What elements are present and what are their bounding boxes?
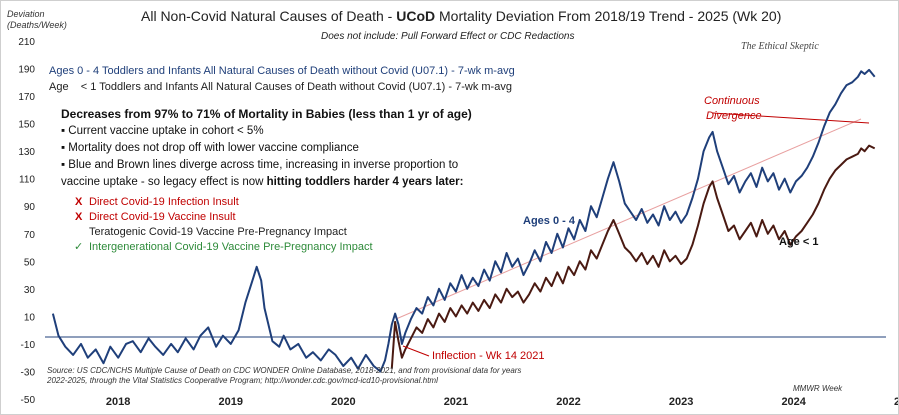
y-tick-label: 50 <box>24 257 36 268</box>
chart-subtitle: Does not include: Pull Forward Effect or… <box>321 31 574 42</box>
x-axis: 2018 2019 2020 2021 2022 2023 2024 2025 <box>106 396 898 408</box>
notes-item-2: Direct Covid-19 Vaccine Insult <box>89 211 236 223</box>
y-tick-label: -10 <box>21 340 36 351</box>
y-tick-label: 90 <box>24 202 36 213</box>
x-tick-label: 2021 <box>444 396 468 408</box>
x-tick-label: 2025 <box>894 396 898 408</box>
y-tick-label: 170 <box>18 92 35 103</box>
x-mark-1: X <box>75 196 83 208</box>
x-tick-label: 2024 <box>781 396 806 408</box>
y-axis-label-line2: (Deaths/Week) <box>7 20 67 30</box>
series-label-blue: Ages 0 - 4 <box>523 215 576 227</box>
series-line-ages-0-4 <box>51 68 876 373</box>
notes-item-3: Teratogenic Covid-19 Vaccine Pre-Pregnan… <box>89 226 347 238</box>
y-tick-label: -30 <box>21 367 36 378</box>
notes-bullet-1: ▪ Current vaccine uptake in cohort < 5% <box>61 125 264 137</box>
annotation-continuous: Continuous <box>704 95 760 107</box>
y-tick-label: 110 <box>19 175 35 186</box>
y-tick-label: 130 <box>18 147 35 158</box>
y-tick-label: 10 <box>24 312 36 323</box>
notes-item-1: Direct Covid-19 Infection Insult <box>89 196 239 208</box>
x-tick-label: 2019 <box>219 396 243 408</box>
notes-bullet-3: ▪ Blue and Brown lines diverge across ti… <box>61 159 458 171</box>
x-tick-label: 2018 <box>106 396 130 408</box>
x-mark-2: X <box>75 211 83 223</box>
x-tick-label: 2023 <box>669 396 693 408</box>
series-label-brown: Age < 1 <box>779 236 818 248</box>
check-icon: ✓ <box>74 241 83 253</box>
notes-heading: Decreases from 97% to 71% of Mortality i… <box>61 107 472 121</box>
notes-bullet-3b: vaccine uptake - so legacy effect is now… <box>61 176 463 188</box>
y-axis-label-line1: Deviation <box>7 9 45 19</box>
series-line-age-under-1 <box>390 144 876 369</box>
y-tick-label: 210 <box>18 37 35 48</box>
annotation-divergence: Divergence <box>706 110 762 122</box>
legend-blue: Ages 0 - 4 Toddlers and Infants All Natu… <box>49 65 515 77</box>
y-axis: 210 190 170 150 130 110 90 70 50 30 10 -10 -30 -50 <box>18 37 35 406</box>
trend-line <box>395 118 862 320</box>
divergence-line <box>712 112 870 124</box>
source-line-2: 2022-2025, through the Vital Statistics … <box>46 376 438 385</box>
source-line-1: Source: US CDC/NCHS Multiple Cause of De… <box>47 366 521 375</box>
notes-bullet-2: ▪ Mortality does not drop off with lower… <box>61 142 359 154</box>
y-tick-label: 150 <box>18 120 35 131</box>
legend-brown: Age < 1 Toddlers and Infants All Natural… <box>49 81 512 93</box>
chart-title: All Non-Covid Natural Causes of Death - … <box>141 8 781 24</box>
x-tick-label: 2022 <box>556 396 580 408</box>
x-tick-label: 2020 <box>331 396 355 408</box>
series-layer <box>51 68 876 373</box>
y-tick-label: -50 <box>21 395 36 406</box>
notes-item-4: Intergenerational Covid-19 Vaccine Pre-P… <box>89 241 373 253</box>
annotation-inflection: Inflection - Wk 14 2021 <box>432 350 545 362</box>
watermark: The Ethical Skeptic <box>741 41 819 52</box>
inflection-pointer <box>402 345 430 357</box>
y-tick-label: 30 <box>24 285 36 296</box>
y-tick-label: 190 <box>18 65 35 76</box>
x-axis-label: MMWR Week <box>793 384 843 393</box>
y-tick-label: 70 <box>24 230 36 241</box>
